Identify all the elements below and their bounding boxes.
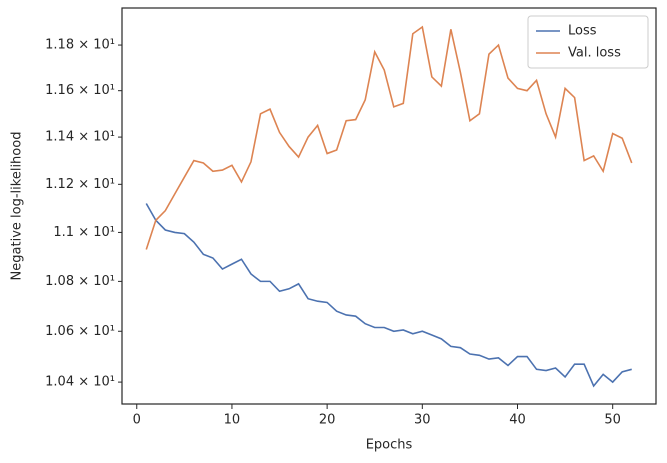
y-tick-label: 1.12 × 10¹ [45, 177, 115, 192]
y-tick-label: 1.16 × 10¹ [45, 83, 115, 98]
y-tick-label: 1.18 × 10¹ [45, 38, 115, 53]
line-series [145, 203, 632, 388]
x-tick-label: 50 [604, 413, 621, 428]
y-tick-label: 1.1 × 10¹ [53, 225, 115, 240]
y-tick-label: 1.08 × 10¹ [45, 274, 115, 289]
legend-label: Loss [568, 24, 597, 39]
x-tick-label: 20 [319, 413, 336, 428]
legend-box [527, 15, 649, 69]
line-series [145, 25, 633, 250]
y-axis-label: Negative log-likelihood [10, 132, 25, 281]
y-tick-label: 1.04 × 10¹ [45, 375, 115, 390]
x-axis-label: Epochs [366, 438, 413, 453]
legend-label: Val. loss [568, 46, 621, 61]
plot-frame [121, 7, 657, 405]
y-tick-label: 1.14 × 10¹ [45, 130, 115, 145]
x-tick-label: 10 [224, 413, 241, 428]
x-tick-label: 40 [509, 413, 526, 428]
x-tick-label: 30 [414, 413, 431, 428]
y-tick-label: 1.06 × 10¹ [45, 324, 115, 339]
x-tick-label: 0 [133, 413, 141, 428]
